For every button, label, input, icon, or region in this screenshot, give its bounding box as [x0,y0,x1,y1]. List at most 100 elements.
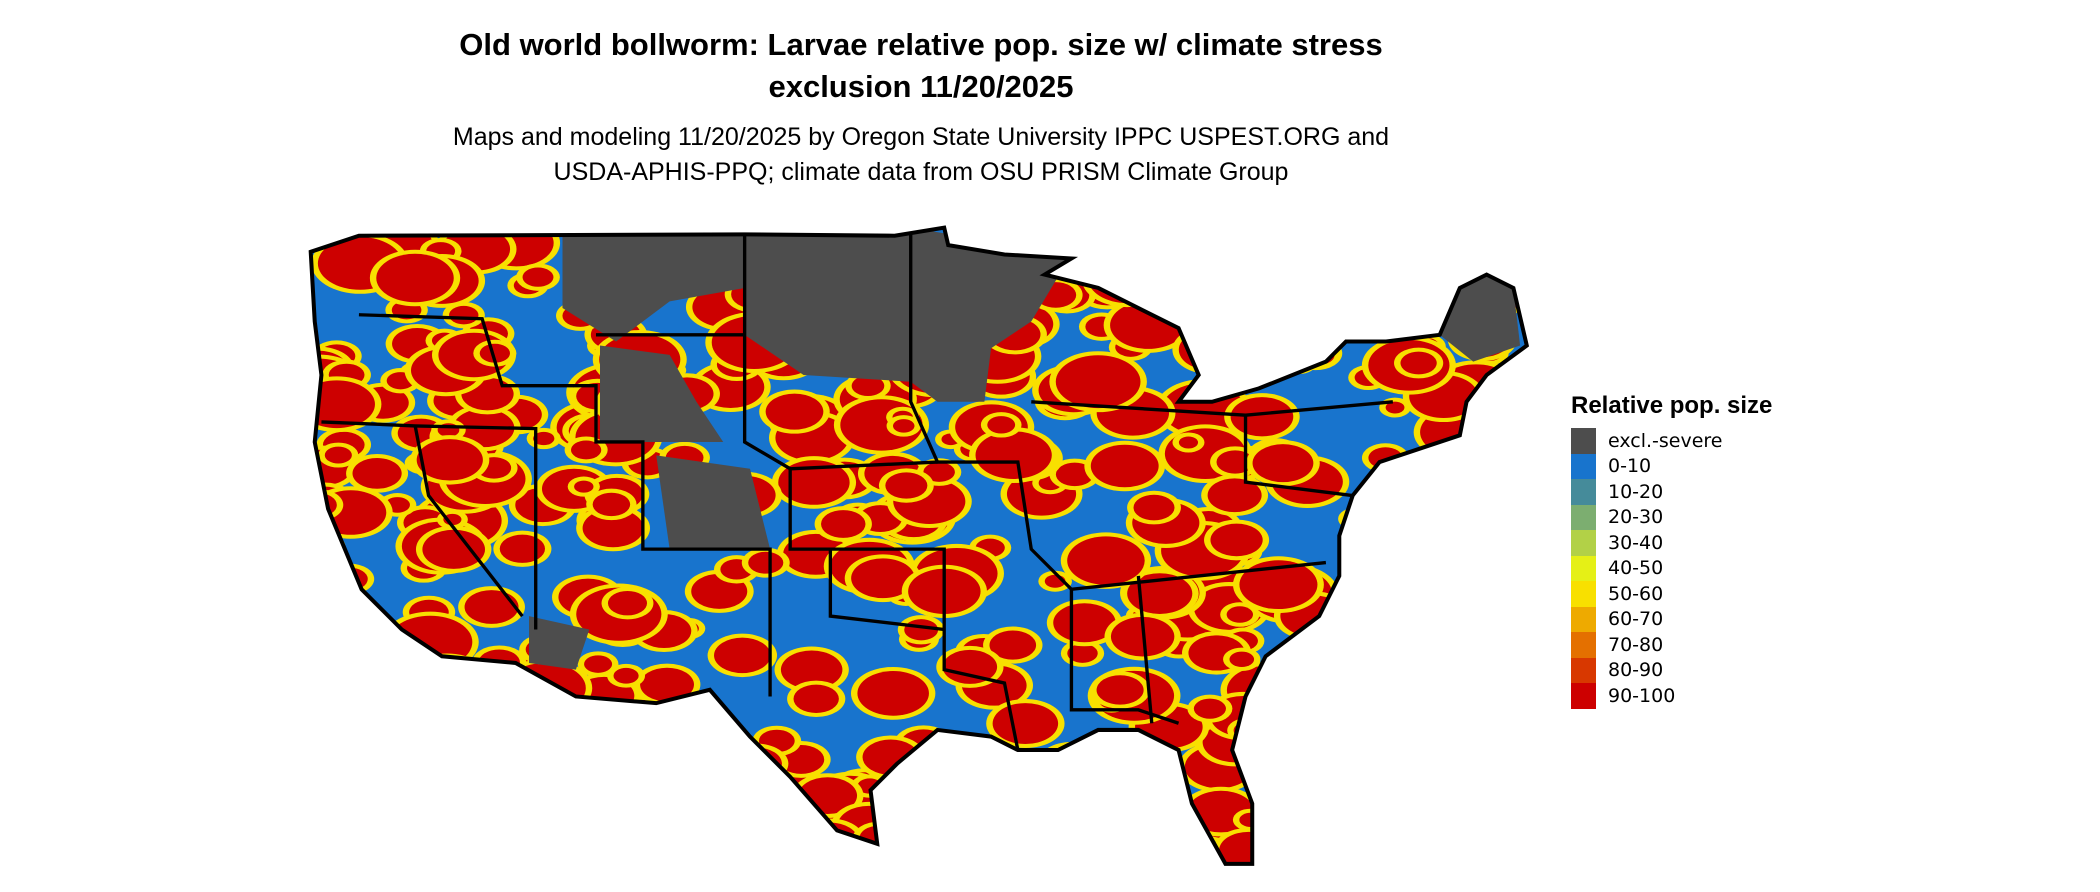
suitability-patch [1238,269,1271,290]
suitability-patch [1370,289,1429,326]
legend-item: 10-20 [1571,479,1772,505]
suitability-patch [410,657,484,704]
suitability-patch [328,612,369,637]
suitability-patch [310,532,340,563]
suitability-patch [793,684,839,713]
suitability-patch [1464,515,1527,569]
suitability-patch [1479,507,1526,536]
suitability-patch [714,637,771,674]
suitability-patch [1402,752,1481,801]
suitability-patch [591,770,671,820]
suitability-patch [1509,244,1527,256]
suitability-patch [428,787,491,827]
suitability-patch [919,857,938,864]
suitability-patch [1481,522,1513,542]
suitability-patch [345,635,371,652]
suitability-patch [1406,292,1439,312]
suitability-patch [1398,678,1483,731]
suitability-patch [1259,835,1345,864]
legend-label: excl.-severe [1608,429,1723,452]
suitability-patch [1020,771,1080,809]
suitability-patch [1357,522,1404,552]
suitability-patch [317,748,369,781]
suitability-patch [1266,839,1339,864]
suitability-patch [1368,569,1434,611]
legend-label: 80-90 [1608,659,1664,682]
suitability-patch [1161,286,1223,326]
suitability-patch [310,702,349,733]
suitability-patch [335,616,362,633]
suitability-patch [1197,239,1251,274]
suitability-patch [310,838,350,864]
suitability-patch [1297,839,1332,862]
suitability-patch [420,780,453,802]
suitability-patch [595,729,664,772]
suitability-patch [1230,397,1294,437]
suitability-patch [479,343,510,363]
suitability-patch [1203,243,1245,270]
suitability-patch [1055,462,1094,487]
subtitle-line-1: Maps and modeling 11/20/2025 by Oregon S… [452,123,1390,151]
suitability-patch [1264,311,1306,337]
suitability-patch [475,771,523,801]
suitability-patch [594,824,622,843]
suitability-patch [1156,851,1175,863]
suitability-patch [923,462,955,482]
suitability-patch [355,651,388,672]
suitability-patch [1440,230,1480,255]
legend-item: 90-100 [1571,683,1772,709]
suitability-patch [1210,523,1263,557]
suitability-patch [393,706,475,757]
suitability-patch [393,792,483,850]
suitability-patch [1229,651,1255,667]
suitability-patch [462,701,504,728]
legend-title: Relative pop. size [1571,392,1773,419]
suitability-patch [1432,714,1526,774]
suitability-patch [794,818,865,863]
suitability-patch [1356,500,1392,523]
suitability-patch [1198,265,1256,301]
suitability-patch [1383,559,1430,588]
suitability-patch [1115,230,1194,279]
suitability-patch [1072,820,1109,844]
suitability-patch [376,253,454,303]
suitability-patch [387,809,434,839]
suitability-patch [485,720,555,764]
suitability-patch [1396,562,1465,605]
suitability-patch [1374,573,1428,607]
suitability-patch [926,841,964,864]
suitability-patch [310,698,356,737]
suitability-patch [380,776,439,813]
suitability-patch [1302,763,1330,781]
suitability-patch [748,551,784,574]
suitability-patch [1377,555,1437,592]
suitability-patch [1055,355,1141,409]
suitability-patch [522,267,554,287]
suitability-patch [464,590,519,624]
suitability-patch [393,813,428,835]
suitability-patch [1108,227,1200,283]
suitability-patch [1081,250,1173,308]
legend-swatch [1571,657,1596,683]
suitability-patch [1239,560,1318,610]
suitability-patch [1084,821,1162,864]
suitability-patch [409,689,451,716]
legend-swatch [1571,581,1596,607]
suitability-patch [987,416,1016,434]
suitability-patch [1400,351,1437,375]
suitability-patch [1464,613,1527,669]
legend-label: 40-50 [1608,557,1664,580]
suitability-patch [310,720,369,764]
map-title: Old world bollworm: Larvae relative pop.… [321,24,1521,108]
legend-label: 10-20 [1608,480,1664,503]
suitability-patch [506,759,573,801]
suitability-patch [1483,397,1518,419]
suitability-patch [1264,709,1311,739]
suitability-patch [1299,337,1333,358]
suitability-patch [422,783,498,831]
suitability-patch [587,820,629,847]
suitability-patch [1400,288,1445,316]
excluded-zone-maine [1439,274,1521,362]
suitability-patch [584,655,613,673]
legend-item: 40-50 [1571,555,1772,581]
